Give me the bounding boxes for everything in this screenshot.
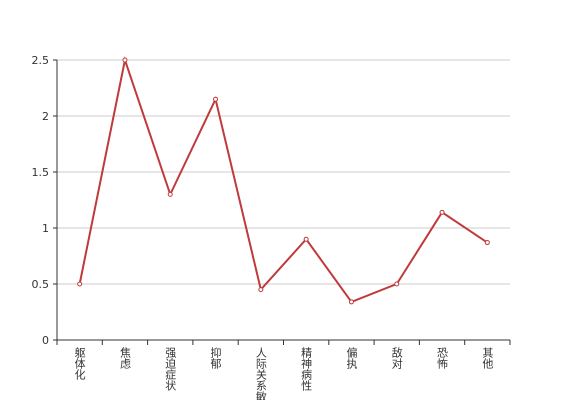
x-tick-label: 焦虑 (118, 347, 131, 369)
x-tick-label: 精神病性 (300, 347, 313, 392)
point (213, 96, 219, 102)
point (303, 236, 309, 242)
point (258, 287, 264, 293)
x-tick-label: 人际关系敏感 (254, 347, 267, 400)
point (348, 299, 354, 305)
line (78, 56, 488, 304)
point (439, 209, 445, 215)
point (484, 240, 490, 246)
x-tick-label: 抑郁 (209, 346, 222, 369)
y-tick-label: 1.5 (32, 166, 50, 179)
y-tick-label: 1 (42, 222, 49, 235)
x-tick-label: 躯体化 (73, 347, 86, 381)
x-tick-label: 恐怖 (436, 347, 449, 369)
x-tick-label: 其他 (481, 347, 494, 369)
y-tick-label: 0 (42, 334, 49, 347)
y-tick-label: 2.5 (32, 54, 50, 67)
x-tick-label: 敌对 (390, 346, 403, 369)
x-tick-label: 强迫症状 (164, 347, 177, 391)
point (77, 281, 83, 287)
point (394, 281, 400, 287)
x-tick-label: 偏执 (345, 346, 358, 370)
point (167, 191, 173, 197)
point (122, 57, 128, 63)
y-tick-label: 2 (42, 110, 49, 123)
y-tick-label: 0.5 (32, 278, 50, 291)
